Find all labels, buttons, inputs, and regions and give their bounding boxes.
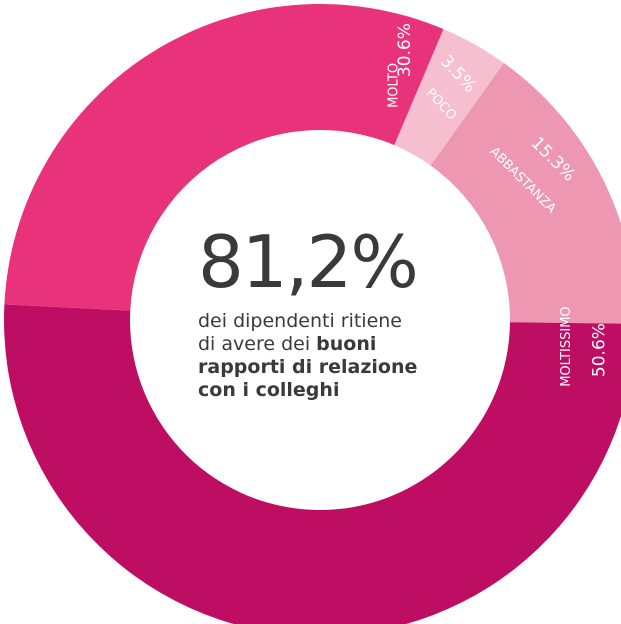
slice-category-label: MOLTO [386, 63, 401, 108]
desc-bold-3: con i colleghi [198, 379, 340, 401]
center-description: dei dipendenti ritiene di avere dei buon… [198, 310, 438, 402]
desc-line-1: dei dipendenti ritiene [198, 310, 402, 332]
slice-value-label: 50.6% [589, 323, 609, 377]
center-summary: 81,2% dei dipendenti ritiene di avere de… [198, 224, 438, 402]
donut-slice-moltissimo [4, 304, 621, 624]
desc-line-2: di avere dei [198, 333, 311, 355]
slice-category-label: MOLTISSIMO [559, 306, 574, 386]
slice-value-label: 30.6% [395, 23, 415, 77]
donut-slice-molto [4, 3, 444, 311]
desc-bold-2: rapporti di relazione [198, 356, 418, 378]
headline-percentage: 81,2% [198, 220, 419, 304]
desc-bold-1: buoni [316, 333, 377, 355]
donut-slice-poco [394, 29, 504, 166]
donut-slice-abbastanza [430, 63, 621, 324]
